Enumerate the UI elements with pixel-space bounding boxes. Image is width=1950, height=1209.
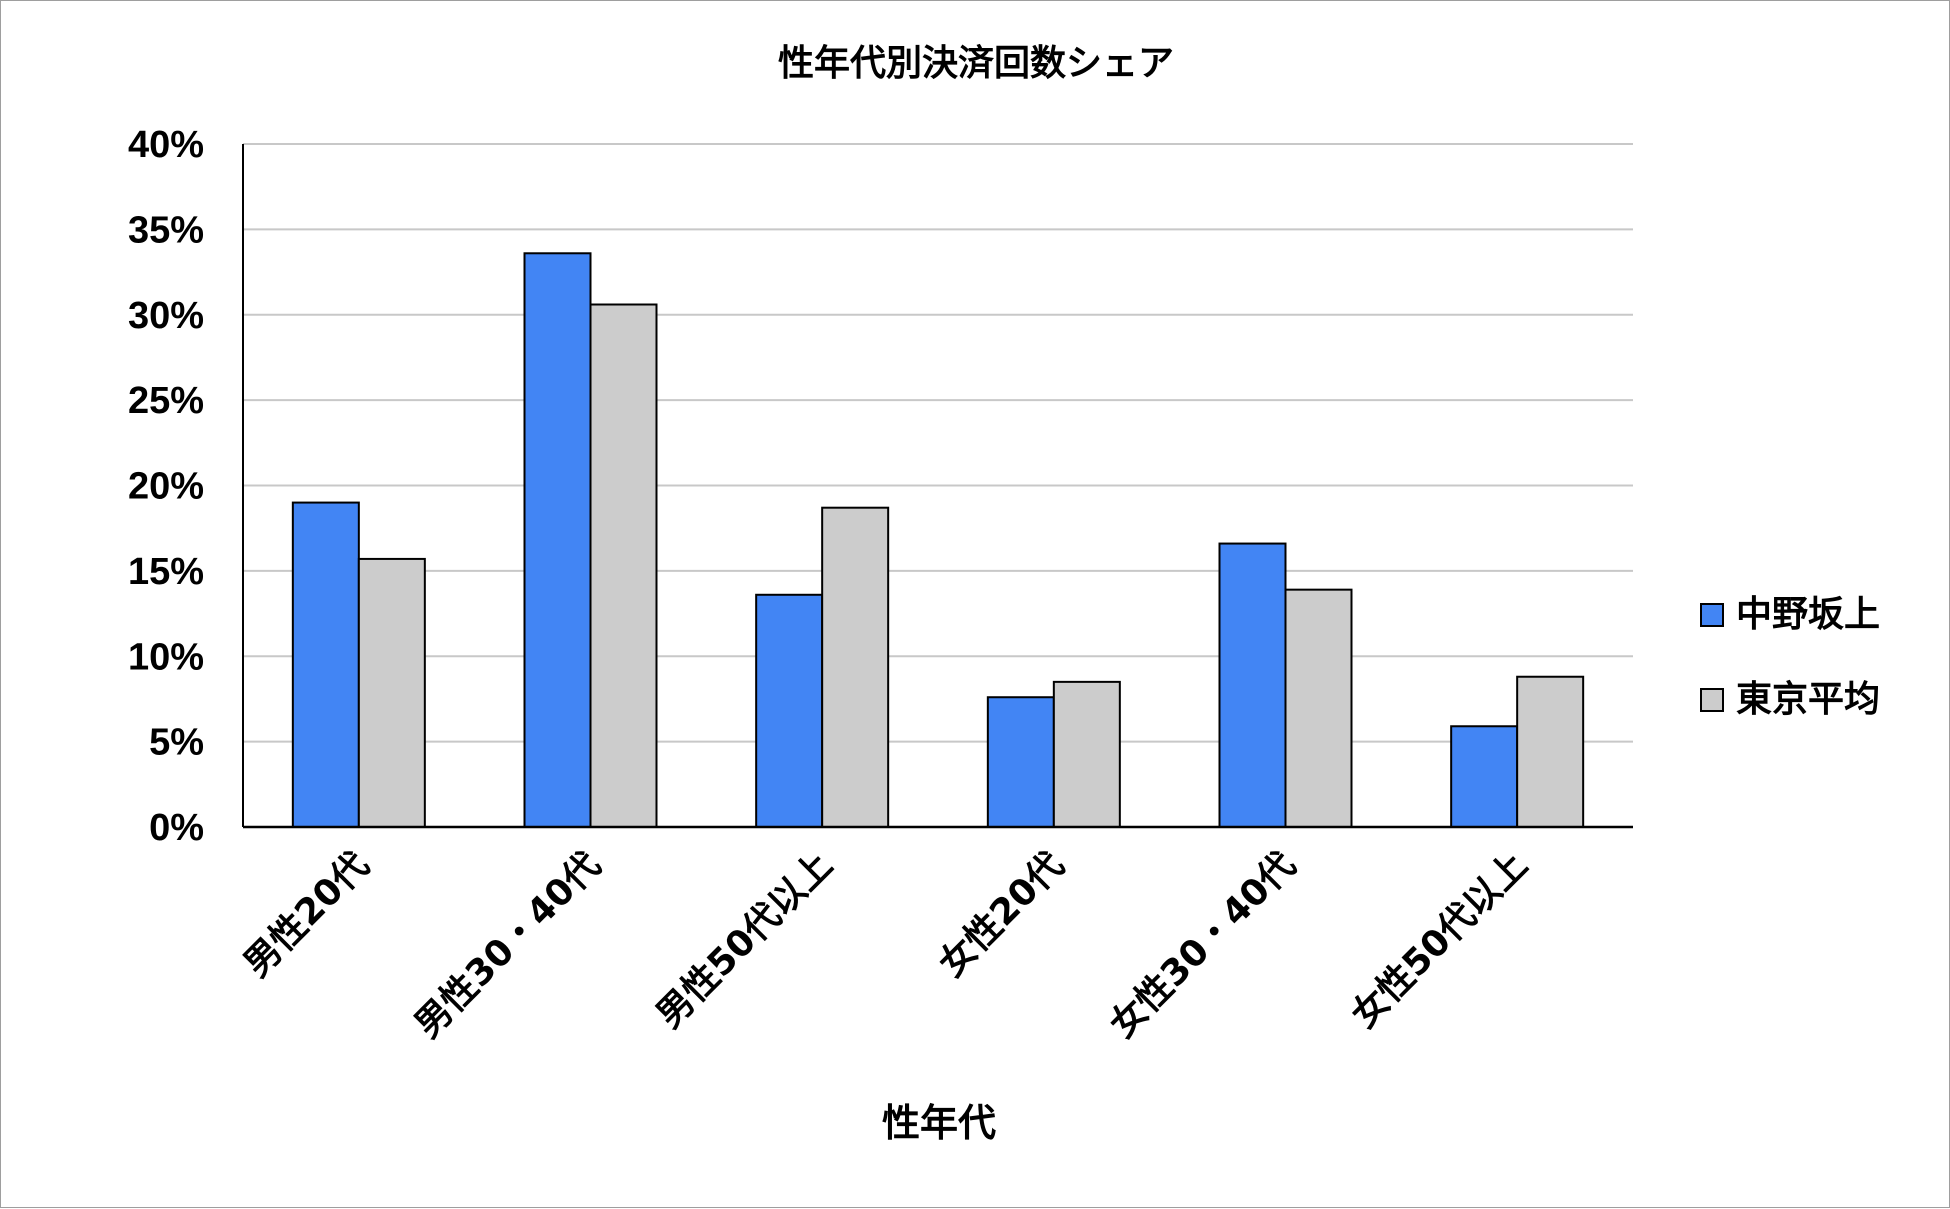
bar-tokyo-average: [821, 506, 890, 828]
bar-nakano-sakaue: [1218, 542, 1287, 828]
y-tick-label: 25%: [128, 380, 204, 422]
bar-tokyo-average: [1516, 675, 1585, 828]
y-tick-label: 10%: [128, 636, 204, 678]
bar-tokyo-average: [357, 557, 426, 828]
bar-nakano-sakaue: [1450, 725, 1519, 829]
chart-title: 性年代別決済回数シェア: [778, 43, 1174, 84]
legend-swatch: [1700, 688, 1724, 712]
bar-tokyo-average: [589, 303, 658, 828]
y-tick-label: 0%: [149, 807, 204, 849]
x-category-label: 男性20代: [236, 844, 377, 985]
x-axis-title: 性年代: [882, 1101, 996, 1145]
y-tick-label: 30%: [128, 295, 204, 337]
y-tick-label: 35%: [128, 209, 204, 251]
y-tick-label: 40%: [128, 124, 204, 166]
grid-lines: [243, 143, 1633, 743]
x-category-label: 女性20代: [931, 844, 1072, 985]
legend-label: 中野坂上: [1736, 594, 1880, 635]
legend-label: 東京平均: [1736, 678, 1880, 720]
x-axis-categories: 男性20代 男性30・40代 男性50代以上 女性20代 女性30・40代 女性50代以上: [236, 844, 1535, 1046]
x-category-label: 女性50代以上: [1344, 844, 1536, 1036]
x-category-label: 女性30・40代: [1102, 844, 1304, 1046]
y-tick-label: 15%: [128, 551, 204, 593]
x-category-label: 男性50代以上: [649, 844, 841, 1036]
legend-swatch: [1700, 603, 1724, 627]
bar-nakano-sakaue: [986, 696, 1055, 828]
x-category-label: 男性30・40代: [407, 844, 609, 1046]
bars: [291, 252, 1585, 829]
y-tick-label: 5%: [149, 722, 204, 764]
bar-tokyo-average: [1284, 588, 1353, 828]
bar-nakano-sakaue: [755, 593, 824, 829]
axes: [242, 144, 1633, 829]
y-tick-label: 20%: [128, 466, 204, 508]
y-axis-ticks: 0% 5% 10% 15% 20% 25% 30% 35% 40%: [128, 124, 204, 849]
bar-tokyo-average: [1052, 680, 1121, 828]
bar-nakano-sakaue: [291, 501, 360, 828]
bar-nakano-sakaue: [523, 252, 592, 828]
